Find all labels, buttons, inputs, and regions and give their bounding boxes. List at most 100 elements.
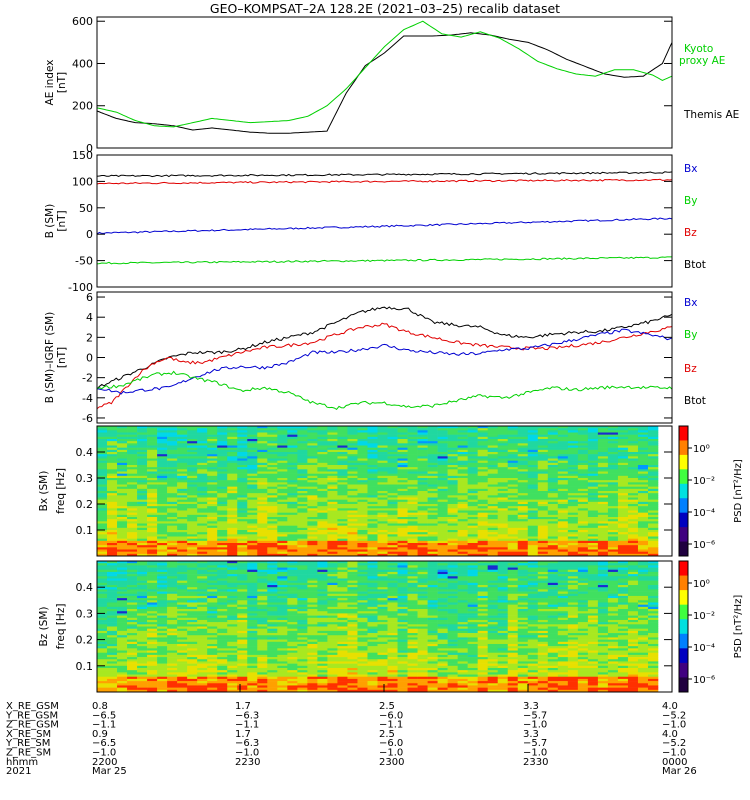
spectrogram-cell (287, 434, 298, 438)
spectrogram-cell (547, 488, 559, 492)
spectrogram-cell (117, 436, 128, 440)
spectrogram-cell (237, 595, 248, 599)
spectrogram-cell (387, 428, 398, 431)
spectrogram-cell (407, 465, 418, 468)
spectrogram-cell (407, 506, 418, 509)
spectrogram-cell (177, 639, 188, 643)
spectrogram-cell (207, 643, 218, 647)
spectrogram-cell (197, 659, 208, 662)
spectrogram-cell (157, 486, 168, 490)
spectrogram-cell (327, 667, 338, 671)
spectrogram-cell (387, 497, 398, 500)
spectrogram-cell (227, 613, 238, 616)
spectrogram-cell (187, 661, 198, 664)
spectrogram-cell (227, 521, 238, 524)
spectrogram-cell (107, 439, 118, 442)
spectrogram-cell (237, 689, 248, 693)
spectrogram-cell (277, 447, 288, 451)
spectrogram-cell (197, 469, 208, 472)
spectrogram-cell (117, 681, 128, 684)
spectrogram-cell (137, 591, 148, 595)
spectrogram-cell (347, 585, 358, 588)
spectrogram-cell (507, 519, 519, 522)
spectrogram-cell (537, 432, 549, 435)
spectrogram-cell (267, 683, 278, 686)
spectrogram-cell (357, 497, 368, 500)
spectrogram-cell (377, 471, 388, 474)
spectrogram-cell (617, 517, 629, 520)
spectrogram-cell (287, 471, 298, 474)
spectrogram-cell (297, 571, 308, 575)
spectrogram-cell (117, 439, 128, 442)
spectrogram-cell (157, 456, 168, 459)
spectrogram-cell (407, 519, 418, 522)
spectrogram-cell (317, 458, 328, 461)
spectrogram-cell (267, 576, 278, 579)
spectrogram-cell (117, 641, 128, 645)
spectrogram-cell (517, 473, 529, 477)
spectrogram-cell (287, 602, 298, 605)
spectrogram-cell (567, 473, 579, 477)
spectrogram-cell (187, 593, 198, 597)
spectrogram-cell (307, 493, 318, 496)
spectrogram-cell (167, 452, 178, 455)
spectrogram-cell (647, 436, 659, 440)
spectrogram-cell (297, 538, 308, 542)
spectrogram-cell (417, 499, 428, 503)
spectrogram-cell (357, 495, 368, 498)
spectrogram-cell (177, 602, 188, 605)
spectrogram-cell (567, 549, 579, 552)
spectrogram-cell (147, 578, 158, 581)
spectrogram-cell (467, 454, 478, 457)
spectrogram-cell (267, 561, 278, 564)
spectrogram-cell (247, 589, 258, 592)
spectrogram-cell (227, 536, 238, 539)
spectrogram-cell (247, 495, 258, 498)
spectrogram-cell (587, 478, 599, 481)
spectrogram-cell (267, 591, 278, 595)
spectrogram-cell (617, 452, 629, 455)
spectrogram-cell (437, 465, 448, 468)
spectrogram-cell (437, 532, 448, 535)
spectrogram-cell (107, 571, 118, 575)
spectrogram-cell (627, 504, 639, 507)
spectrogram-cell (247, 672, 258, 675)
spectrogram-cell (417, 478, 428, 481)
spectrogram-cell (227, 486, 238, 490)
spectrogram-cell (477, 551, 488, 555)
spectrogram-cell (287, 525, 298, 529)
spectrogram-cell (237, 667, 248, 671)
spectrogram-cell (167, 663, 178, 667)
spectrogram-cell (127, 508, 138, 511)
spectrogram-cell (147, 462, 158, 466)
spectrogram-cell (267, 578, 278, 581)
spectrogram-cell (247, 667, 258, 671)
spectrogram-cell (97, 652, 108, 656)
spectrogram-cell (457, 471, 468, 474)
spectrogram-cell (267, 569, 278, 573)
spectrogram-cell (497, 543, 509, 546)
spectrogram-cell (427, 484, 438, 487)
spectrogram-cell (457, 436, 468, 440)
spectrogram-cell (277, 574, 288, 577)
spectrogram-cell (547, 471, 559, 474)
spectrogram-cell (287, 495, 298, 498)
spectrogram-cell (287, 635, 298, 638)
spectrogram-cell (117, 635, 128, 638)
spectrogram-cell (497, 452, 509, 455)
spectrogram-cell (267, 619, 278, 623)
spectrogram-cell (247, 493, 258, 496)
spectrogram-cell (447, 475, 458, 479)
spectrogram-cell (117, 434, 128, 438)
spectrogram-cell (577, 506, 589, 509)
spectrogram-cell (217, 523, 228, 526)
spectrogram-cell (367, 458, 378, 461)
spectrogram-cell (107, 665, 118, 669)
spectrogram-cell (497, 521, 509, 524)
spectrogram-cell (237, 670, 248, 673)
spectrogram-cell (227, 641, 238, 645)
spectrogram-cell (257, 443, 268, 446)
spectrogram-cell (557, 456, 569, 459)
spectrogram-cell (547, 452, 559, 455)
spectrogram-cell (537, 517, 549, 520)
